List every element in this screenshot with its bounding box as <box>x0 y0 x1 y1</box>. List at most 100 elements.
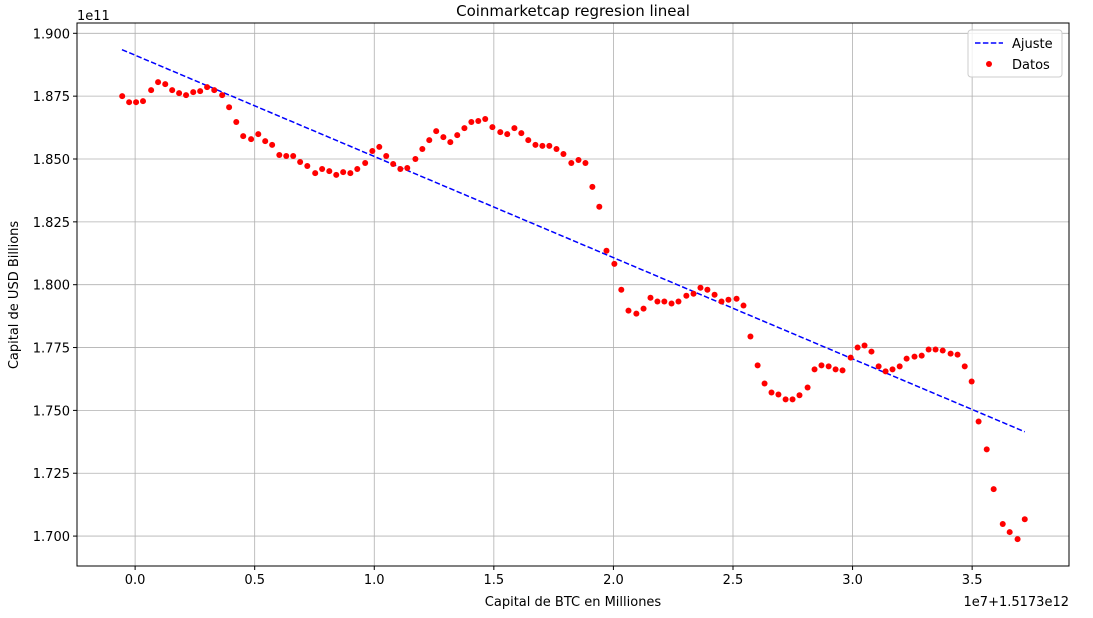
y-ticks: 1.700 1.725 1.750 1.775 1.800 1.825 1.850 1.875… <box>33 27 77 545</box>
data-point <box>433 128 440 135</box>
data-point <box>925 346 932 353</box>
fit-line <box>121 48 1026 433</box>
x-tick-label: 3.0 <box>842 573 863 588</box>
x-axis-label: Capital de BTC en Milliones <box>485 595 662 610</box>
y-tick-label: 1.775 <box>33 342 70 357</box>
data-point <box>553 145 560 152</box>
data-point <box>725 296 732 303</box>
data-point <box>454 132 461 139</box>
data-point <box>489 124 496 131</box>
data-point <box>404 165 411 172</box>
data-point <box>968 378 975 385</box>
x-tick-label: 2.0 <box>603 573 624 588</box>
data-point <box>747 333 754 340</box>
data-point <box>947 350 954 357</box>
data-point <box>882 368 889 375</box>
data-point <box>1014 536 1021 543</box>
data-point <box>475 118 482 125</box>
data-point <box>875 363 882 370</box>
data-point <box>419 145 426 152</box>
data-point <box>754 362 761 369</box>
data-point <box>297 159 304 166</box>
legend-label-datos: Datos <box>1012 58 1050 73</box>
x-offset-text: 1e7+1.5173e12 <box>964 595 1069 610</box>
data-point <box>226 104 233 111</box>
data-point <box>255 131 262 138</box>
data-point <box>532 141 539 148</box>
data-point <box>539 142 546 149</box>
data-point <box>354 166 361 173</box>
data-point <box>248 136 255 143</box>
data-point <box>683 292 690 299</box>
data-point <box>990 486 997 493</box>
data-point <box>582 160 589 167</box>
data-point <box>290 152 297 159</box>
data-point <box>847 354 854 361</box>
data-point <box>504 131 511 138</box>
data-point <box>511 125 518 132</box>
data-point <box>447 139 454 146</box>
data-point <box>675 298 682 305</box>
x-tick-label: 1.0 <box>364 573 385 588</box>
data-point <box>190 89 197 96</box>
data-point <box>525 137 532 144</box>
y-tick-label: 1.725 <box>33 467 70 482</box>
data-point <box>233 119 240 126</box>
data-point <box>789 396 796 403</box>
data-point <box>412 156 419 163</box>
data-point <box>804 384 811 391</box>
data-point <box>782 396 789 403</box>
data-point <box>796 392 803 399</box>
plot-frame <box>76 22 1070 567</box>
data-point <box>304 163 311 170</box>
data-point <box>468 119 475 126</box>
data-point <box>640 305 647 312</box>
x-tick-label: 2.5 <box>723 573 744 588</box>
data-point <box>440 134 447 141</box>
data-point <box>768 389 775 396</box>
data-point <box>999 521 1006 528</box>
y-tick-label: 1.900 <box>33 27 70 42</box>
chart-title: Coinmarketcap regresion lineal <box>456 2 690 20</box>
data-point <box>369 147 376 154</box>
data-point <box>697 284 704 291</box>
data-point <box>903 355 910 362</box>
y-tick-label: 1.850 <box>33 153 70 168</box>
data-point <box>426 137 433 144</box>
data-point <box>240 133 247 140</box>
data-point <box>889 366 896 373</box>
data-point <box>983 446 990 453</box>
x-tick-label: 0.0 <box>125 573 146 588</box>
data-point <box>740 302 747 309</box>
data-point <box>825 363 832 370</box>
x-tick-label: 3.5 <box>962 573 983 588</box>
data-point <box>155 79 162 86</box>
data-point <box>333 171 340 178</box>
data-point <box>761 380 768 387</box>
y-axis-label: Capital de USD Billions <box>7 221 22 370</box>
data-point <box>176 90 183 97</box>
data-point <box>611 260 618 267</box>
data-point <box>718 298 725 305</box>
data-point <box>518 130 525 137</box>
legend: Ajuste Datos <box>967 29 1063 78</box>
data-point <box>668 300 675 307</box>
data-point <box>461 125 468 132</box>
data-point <box>546 142 553 149</box>
data-point <box>654 298 661 305</box>
data-point <box>126 99 133 106</box>
data-point <box>896 363 903 370</box>
data-point <box>911 353 918 360</box>
y-tick-label: 1.800 <box>33 279 70 294</box>
data-point <box>918 352 925 359</box>
y-tick-label: 1.875 <box>33 90 70 105</box>
y-tick-label: 1.750 <box>33 404 70 419</box>
data-point <box>647 294 654 301</box>
data-point <box>482 116 489 123</box>
data-point <box>1021 516 1028 523</box>
grid <box>77 23 1069 566</box>
data-point <box>954 351 961 358</box>
data-point <box>262 138 269 145</box>
data-point <box>140 98 147 105</box>
